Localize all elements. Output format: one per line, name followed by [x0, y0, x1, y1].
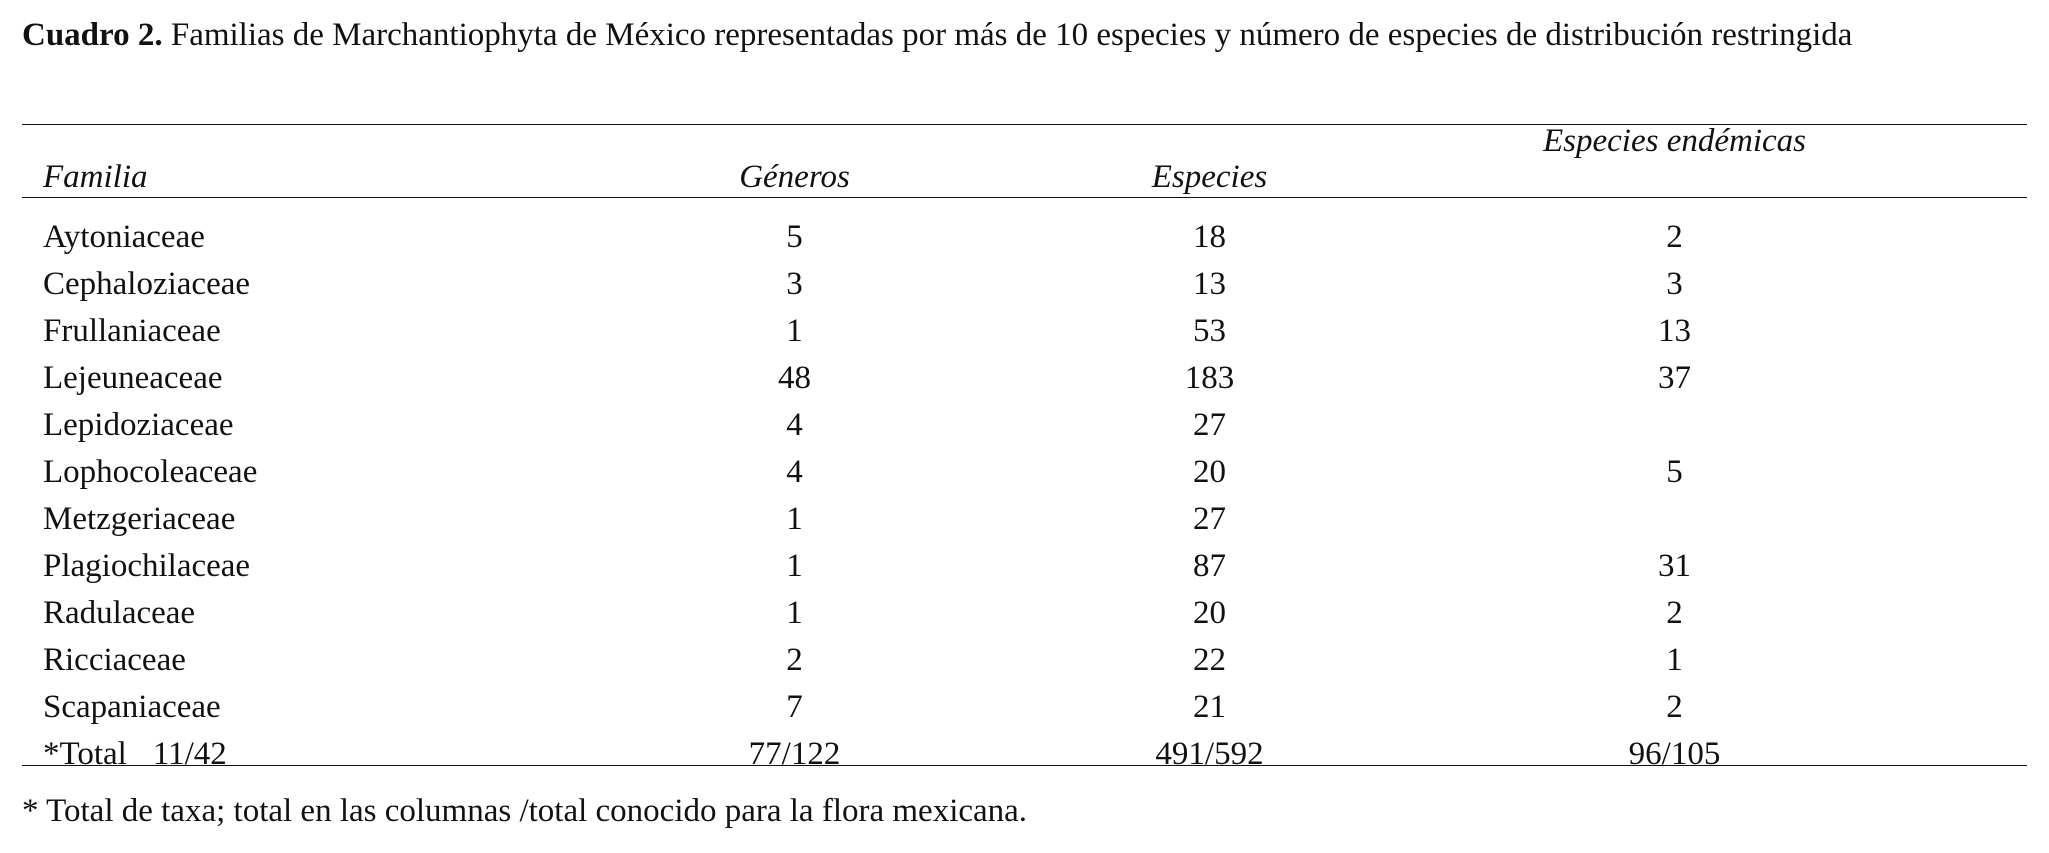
cell-familia: Lejeuneaceae [43, 360, 223, 396]
cell-especies: 87 [1193, 548, 1226, 584]
caption-label: Cuadro 2. [22, 17, 163, 53]
cell-generos: 1 [786, 548, 803, 584]
table-row: Plagiochilaceae 1 87 31 [22, 543, 2027, 590]
table-total-row: *Total 11/42 77/122 491/592 96/105 [22, 731, 2027, 778]
total-cell-endemicas: 96/105 [1628, 736, 1721, 772]
table-row: Lepidoziaceae 4 27 [22, 402, 2027, 449]
total-label: *Total [43, 736, 127, 772]
cell-generos: 1 [786, 313, 803, 349]
cell-especies: 13 [1193, 266, 1226, 302]
header-especies: Especies [1151, 159, 1268, 195]
cell-generos: 7 [786, 689, 803, 725]
table-caption: Cuadro 2. Familias de Marchantiophyta de… [22, 14, 2027, 57]
table-bottom-rule [22, 765, 2027, 766]
table-row: Scapaniaceae 7 21 2 [22, 684, 2027, 731]
cell-generos: 4 [786, 454, 803, 490]
total-cell-generos: 77/122 [748, 736, 841, 772]
cell-familia: Cephaloziaceae [43, 266, 251, 302]
header-familia: Familia [43, 159, 148, 195]
cell-endemicas: 2 [1666, 219, 1683, 255]
cell-endemicas: 31 [1658, 548, 1691, 584]
cell-especies: 27 [1193, 407, 1226, 443]
cell-especies: 20 [1193, 595, 1226, 631]
cell-especies: 27 [1193, 501, 1226, 537]
cell-especies: 183 [1184, 360, 1235, 396]
cell-generos: 5 [786, 219, 803, 255]
total-cell-familia: *Total 11/42 [22, 731, 492, 778]
cell-especies: 18 [1193, 219, 1226, 255]
table-row: Frullaniaceae 1 53 13 [22, 308, 2027, 355]
table-row: Radulaceae 1 20 2 [22, 590, 2027, 637]
table-header-rule [22, 197, 2027, 198]
cell-endemicas: 13 [1658, 313, 1691, 349]
cell-especies: 20 [1193, 454, 1226, 490]
cell-familia: Lepidoziaceae [43, 407, 234, 443]
caption-text: Familias de Marchantiophyta de México re… [170, 17, 1853, 53]
header-generos: Géneros [739, 159, 850, 195]
cell-generos: 4 [786, 407, 803, 443]
cell-generos: 48 [778, 360, 811, 396]
table-row: Aytoniaceae 5 18 2 [22, 208, 2027, 261]
table-row: Cephaloziaceae 3 13 3 [22, 261, 2027, 308]
cell-especies: 53 [1193, 313, 1226, 349]
cell-especies: 22 [1193, 642, 1226, 678]
cell-endemicas [1322, 496, 2027, 543]
cell-generos: 2 [786, 642, 803, 678]
table-header-row: Familia Géneros Especies Especies endémi… [22, 123, 2027, 208]
cell-endemicas: 3 [1666, 266, 1683, 302]
cell-endemicas: 2 [1666, 689, 1683, 725]
table-row: Ricciaceae 2 22 1 [22, 637, 2027, 684]
cell-familia: Frullaniaceae [43, 313, 221, 349]
cell-familia: Radulaceae [43, 595, 196, 631]
cell-familia: Scapaniaceae [43, 689, 221, 725]
cell-generos: 1 [786, 501, 803, 537]
header-especies-endemicas: Especies endémicas [1543, 123, 1806, 159]
total-familias-value: 11/42 [152, 736, 227, 772]
total-cell-especies: 491/592 [1155, 736, 1264, 772]
table-row: Metzgeriaceae 1 27 [22, 496, 2027, 543]
cell-endemicas: 37 [1658, 360, 1691, 396]
table-top-rule [22, 124, 2027, 125]
cell-endemicas: 5 [1666, 454, 1683, 490]
cell-familia: Ricciaceae [43, 642, 186, 678]
cell-familia: Plagiochilaceae [43, 548, 251, 584]
cell-familia: Metzgeriaceae [43, 501, 236, 537]
cell-familia: Lophocoleaceae [43, 454, 258, 490]
table-row: Lophocoleaceae 4 20 5 [22, 449, 2027, 496]
cell-endemicas: 1 [1666, 642, 1683, 678]
cell-endemicas: 2 [1666, 595, 1683, 631]
cell-familia: Aytoniaceae [43, 219, 205, 255]
cell-generos: 1 [786, 595, 803, 631]
table-footnote: * Total de taxa; total en las columnas /… [22, 793, 1028, 829]
families-table: Familia Géneros Especies Especies endémi… [22, 123, 2027, 778]
cell-endemicas [1322, 402, 2027, 449]
cell-especies: 21 [1193, 689, 1226, 725]
cell-generos: 3 [786, 266, 803, 302]
table-row: Lejeuneaceae 48 183 37 [22, 355, 2027, 402]
